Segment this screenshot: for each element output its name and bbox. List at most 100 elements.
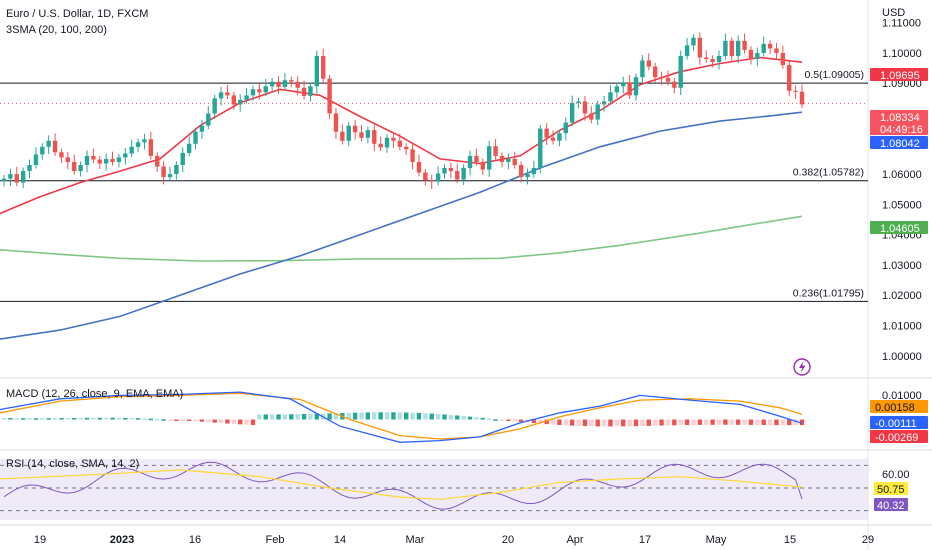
candle[interactable]	[557, 129, 562, 147]
candle[interactable]	[84, 150, 90, 173]
candle[interactable]	[742, 33, 747, 54]
candle[interactable]	[467, 150, 473, 176]
candle[interactable]	[780, 45, 786, 69]
candle[interactable]	[614, 82, 620, 98]
candle[interactable]	[793, 85, 798, 99]
candle[interactable]	[506, 153, 511, 170]
candle[interactable]	[282, 72, 288, 91]
candle[interactable]	[40, 143, 45, 160]
candle[interactable]	[103, 153, 109, 171]
candle[interactable]	[397, 133, 403, 151]
candle[interactable]	[301, 80, 307, 100]
candle[interactable]	[652, 62, 658, 83]
candle[interactable]	[225, 85, 230, 99]
candle[interactable]	[576, 97, 581, 109]
candle[interactable]	[72, 154, 77, 175]
candle[interactable]	[493, 138, 498, 160]
candle[interactable]	[123, 148, 128, 165]
lightning-alert-icon[interactable]	[793, 358, 811, 376]
candle[interactable]	[333, 108, 339, 139]
candle[interactable]	[531, 160, 537, 178]
candle[interactable]	[697, 32, 703, 65]
candle[interactable]	[544, 123, 549, 146]
candle[interactable]	[314, 50, 320, 94]
candle[interactable]	[148, 131, 154, 160]
candle[interactable]	[359, 125, 364, 142]
candle[interactable]	[582, 95, 588, 121]
candle[interactable]	[723, 33, 728, 60]
candle[interactable]	[499, 152, 505, 168]
candle[interactable]	[423, 168, 428, 186]
candle[interactable]	[346, 121, 351, 147]
candle[interactable]	[633, 73, 639, 101]
candle[interactable]	[550, 130, 556, 145]
candle[interactable]	[767, 40, 773, 54]
candle[interactable]	[672, 78, 677, 94]
candle[interactable]	[403, 143, 409, 155]
candle[interactable]	[142, 133, 147, 150]
candle[interactable]	[410, 143, 415, 170]
candle[interactable]	[206, 106, 211, 130]
candle[interactable]	[52, 133, 58, 156]
candle[interactable]	[378, 136, 383, 152]
candle[interactable]	[435, 166, 441, 186]
candle[interactable]	[480, 158, 485, 175]
price-badge[interactable]: 1.08334	[870, 110, 928, 124]
candle[interactable]	[289, 76, 294, 88]
candle[interactable]	[416, 154, 422, 177]
candle[interactable]	[512, 151, 517, 169]
candle[interactable]	[186, 136, 192, 157]
candle[interactable]	[384, 134, 390, 153]
candle[interactable]	[257, 83, 262, 100]
candle[interactable]	[621, 76, 626, 94]
candle[interactable]	[659, 71, 664, 86]
candle[interactable]	[748, 46, 754, 65]
candle[interactable]	[735, 35, 741, 64]
candle[interactable]	[518, 161, 524, 183]
candle[interactable]	[65, 151, 71, 170]
candle[interactable]	[212, 94, 217, 119]
candle[interactable]	[78, 161, 83, 177]
candle[interactable]	[474, 148, 479, 166]
candle[interactable]	[110, 151, 115, 166]
candle[interactable]	[525, 168, 530, 185]
candle[interactable]	[774, 42, 779, 61]
candle[interactable]	[263, 78, 268, 96]
candle[interactable]	[8, 168, 13, 186]
candle[interactable]	[321, 48, 326, 83]
candle[interactable]	[167, 166, 173, 181]
candle[interactable]	[231, 91, 237, 110]
candle[interactable]	[340, 124, 345, 145]
candle[interactable]	[174, 161, 179, 180]
candle[interactable]	[218, 86, 224, 106]
candle[interactable]	[563, 117, 568, 141]
candle[interactable]	[33, 147, 39, 169]
candle[interactable]	[46, 135, 51, 155]
sma-legend[interactable]: 3SMA (20, 100, 200)	[6, 24, 107, 36]
price-badge[interactable]: 1.09695	[870, 68, 928, 82]
candle[interactable]	[193, 128, 198, 150]
candle[interactable]	[704, 50, 709, 63]
macd-title[interactable]: MACD (12, 26, close, 9, EMA, EMA)	[6, 388, 183, 400]
candle[interactable]	[448, 162, 454, 179]
candle[interactable]	[755, 47, 760, 67]
candle[interactable]	[646, 53, 651, 71]
candle[interactable]	[59, 148, 64, 163]
rsi-title[interactable]: RSI (14, close, SMA, 14, 2)	[6, 458, 139, 470]
candle[interactable]	[244, 88, 249, 104]
candle[interactable]	[20, 167, 26, 189]
candle[interactable]	[538, 125, 543, 174]
price-badge[interactable]: 1.04605	[870, 221, 928, 235]
candle[interactable]	[486, 140, 492, 177]
candle[interactable]	[1, 174, 7, 187]
candle[interactable]	[97, 155, 102, 169]
candle[interactable]	[91, 148, 96, 164]
candle[interactable]	[429, 174, 434, 189]
price-badge[interactable]: 1.08042	[870, 136, 928, 150]
candle[interactable]	[455, 163, 460, 184]
candle[interactable]	[569, 95, 575, 127]
candle[interactable]	[372, 124, 377, 152]
candle[interactable]	[665, 70, 671, 86]
candle[interactable]	[161, 161, 166, 185]
